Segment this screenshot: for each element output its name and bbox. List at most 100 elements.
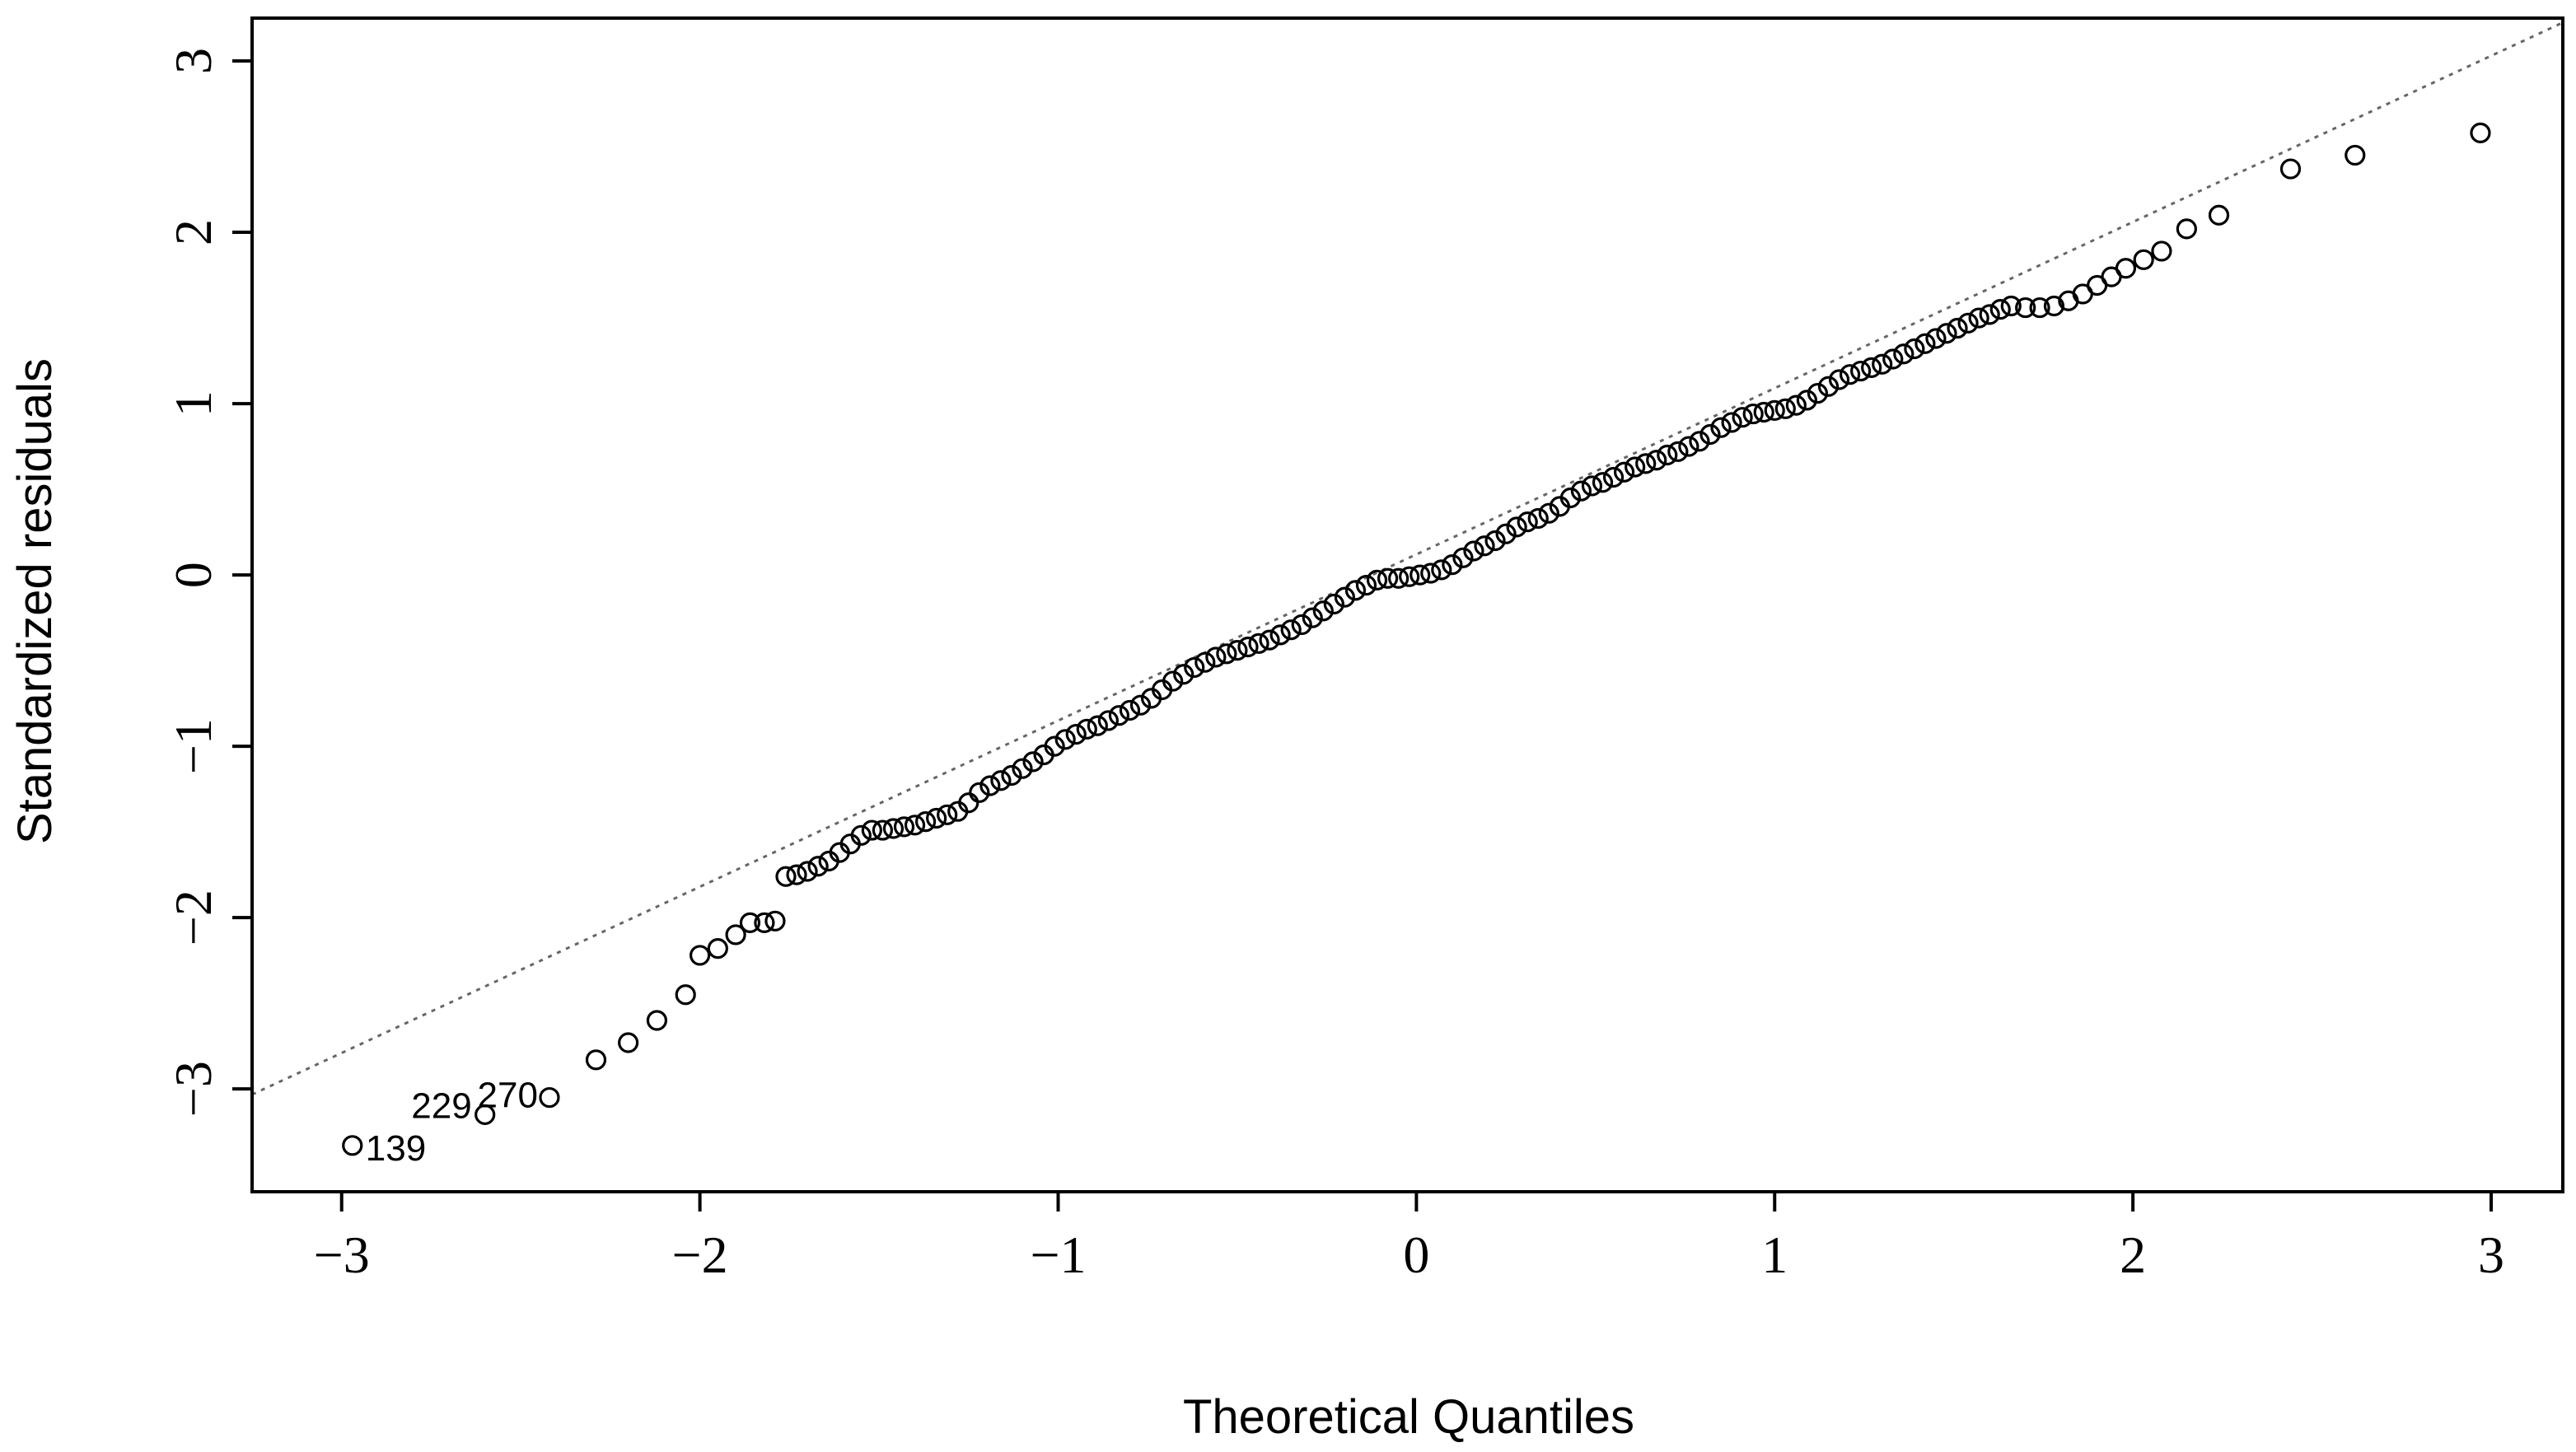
data-point <box>1581 475 1603 497</box>
data-point <box>1162 670 1184 692</box>
data-point <box>1957 312 1979 334</box>
data-point <box>904 815 926 836</box>
data-point <box>1420 563 1442 584</box>
data-point <box>646 1010 668 1031</box>
data-point <box>1076 718 1097 740</box>
data-point <box>2029 296 2050 319</box>
y-tick-label: 1 <box>164 390 222 417</box>
data-point <box>2279 158 2302 180</box>
data-point <box>872 819 893 841</box>
data-point <box>958 792 979 814</box>
data-point <box>2043 295 2065 317</box>
x-axis: −3 −2 −1 0 1 2 3 <box>314 1190 2504 1284</box>
point-label-229: 229 <box>411 1085 471 1126</box>
data-point <box>2015 296 2036 319</box>
data-point <box>861 819 882 841</box>
x-tick-label: 0 <box>1403 1226 1429 1284</box>
data-point <box>1463 540 1484 562</box>
data-point <box>1850 360 1872 382</box>
data-point <box>937 804 958 825</box>
y-tick-label: 2 <box>164 219 222 245</box>
data-point <box>1227 640 1248 661</box>
x-tick-label: 3 <box>2478 1226 2504 1284</box>
data-point <box>1194 651 1216 673</box>
data-point <box>893 816 915 838</box>
data-point <box>1291 614 1312 636</box>
data-point <box>342 1135 363 1156</box>
data-point <box>1001 764 1022 787</box>
data-point <box>1452 547 1474 568</box>
data-point <box>1817 376 1840 397</box>
y-tick-label: −3 <box>164 1061 222 1117</box>
data-point <box>786 864 807 885</box>
data-point <box>807 856 829 877</box>
data-point <box>1947 317 1968 339</box>
data-point <box>1657 444 1678 466</box>
data-point <box>2115 258 2137 279</box>
data-point <box>1570 480 1592 502</box>
data-point <box>1807 382 1829 404</box>
data-point <box>1602 466 1625 488</box>
data-point <box>1087 715 1108 736</box>
x-tick-label: −3 <box>314 1226 370 1284</box>
data-point <box>2000 295 2022 317</box>
data-point <box>2345 144 2366 166</box>
data-point <box>754 912 775 933</box>
x-axis-title: Theoretical Quantiles <box>1183 1390 1634 1444</box>
data-point <box>1914 333 1936 354</box>
data-point <box>969 782 990 803</box>
data-point <box>1893 343 1914 365</box>
data-point <box>1527 507 1549 530</box>
data-point <box>1559 487 1581 509</box>
data-point <box>2176 218 2197 240</box>
x-tick-label: −1 <box>1030 1226 1086 1284</box>
data-point <box>1936 323 1957 344</box>
y-axis: −3 −2 −1 0 1 2 3 <box>164 48 252 1117</box>
data-point <box>1592 472 1614 493</box>
data-point <box>2470 122 2491 143</box>
data-point <box>1839 364 1861 385</box>
data-point <box>1312 600 1334 622</box>
data-point <box>1269 624 1291 646</box>
data-point <box>1366 569 1388 591</box>
data-point <box>1129 694 1152 716</box>
data-point <box>1388 567 1410 589</box>
data-point <box>1764 399 1785 421</box>
data-point <box>1785 395 1807 416</box>
data-point <box>850 824 872 846</box>
data-point <box>539 1086 560 1109</box>
data-point <box>1484 530 1506 552</box>
data-point <box>990 770 1012 791</box>
data-point <box>914 811 937 833</box>
data-point <box>1796 390 1817 411</box>
data-point <box>2208 204 2230 226</box>
data-point <box>1119 699 1141 721</box>
data-point <box>1989 299 2011 320</box>
data-point <box>1431 559 1452 581</box>
data-point <box>1614 461 1635 483</box>
data-point <box>1259 629 1280 651</box>
data-point <box>475 1104 496 1125</box>
data-point <box>1861 357 1882 378</box>
data-point <box>1248 633 1269 654</box>
data-point <box>1302 607 1323 628</box>
data-point <box>1377 567 1399 589</box>
data-point <box>1506 516 1527 538</box>
point-label-270: 270 <box>478 1076 538 1116</box>
data-point <box>1044 735 1065 757</box>
data-point <box>1625 456 1646 478</box>
data-point <box>926 807 947 829</box>
data-point <box>1979 304 2000 325</box>
data-point <box>1184 656 1205 679</box>
data-point <box>1678 436 1699 457</box>
data-point <box>707 937 728 959</box>
data-point <box>1699 423 1721 446</box>
data-point <box>1410 564 1431 586</box>
data-point <box>1882 348 1904 370</box>
data-point <box>1968 307 1989 329</box>
data-point <box>1012 758 1033 779</box>
data-point <box>775 866 797 887</box>
data-point <box>1216 643 1237 665</box>
data-point <box>1022 751 1044 773</box>
